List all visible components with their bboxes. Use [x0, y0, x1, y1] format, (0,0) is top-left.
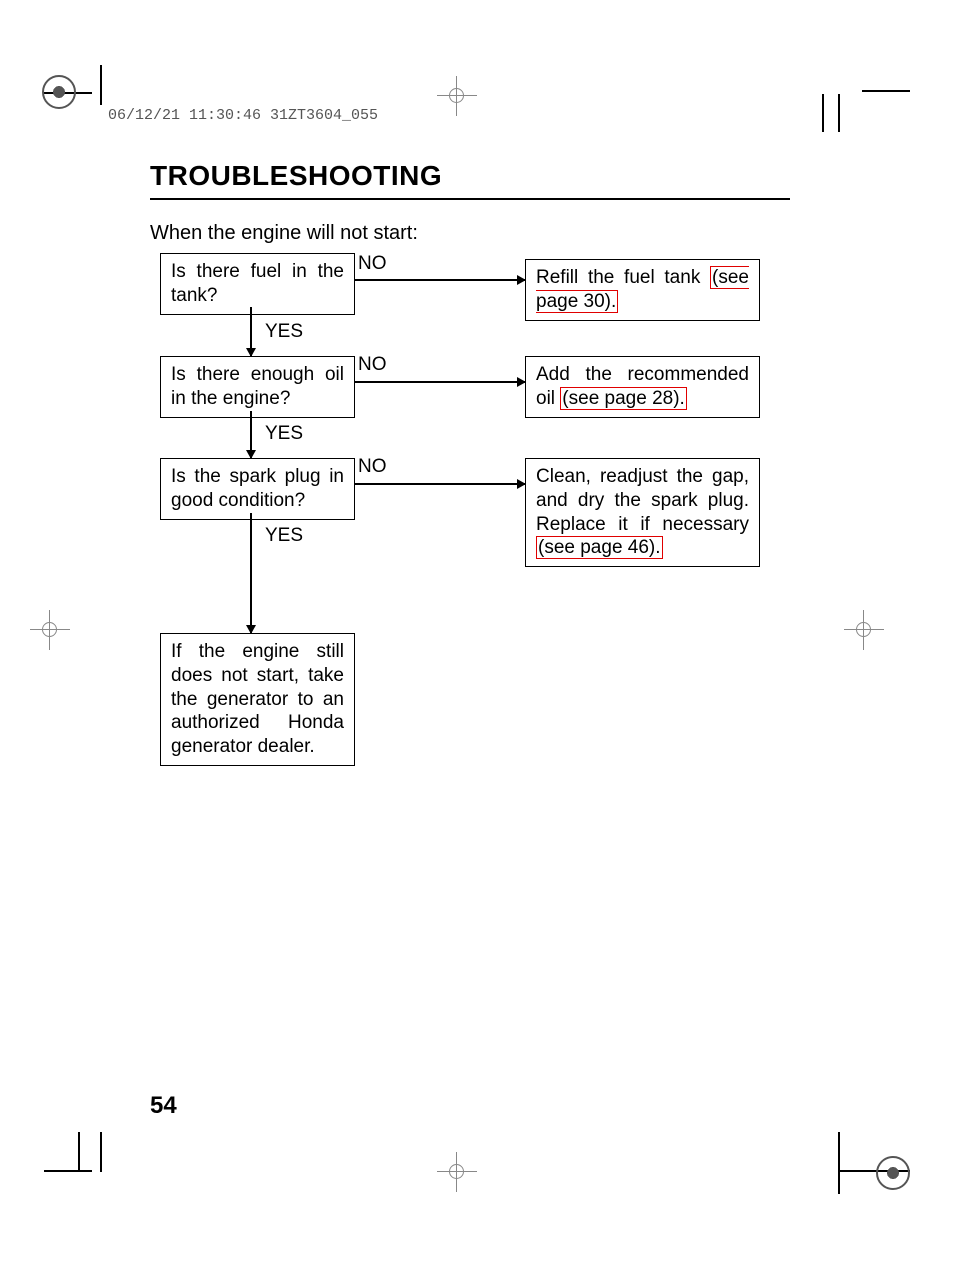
crop-mark	[822, 94, 824, 132]
no-label: NO	[358, 354, 387, 376]
page-number: 54	[150, 1092, 177, 1120]
registration-cross-icon	[30, 610, 70, 650]
question-box: Is the spark plug in good condition?	[160, 458, 355, 520]
question-box: Is there fuel in the tank?	[160, 253, 355, 315]
no-label: NO	[358, 456, 387, 478]
arrow-down-icon	[250, 307, 252, 356]
page-content: TROUBLESHOOTING When the engine will not…	[150, 160, 790, 773]
registration-cross-icon	[437, 1152, 477, 1192]
answer-box: Add the recommended oil (see page 28).	[525, 356, 760, 418]
yes-label: YES	[265, 525, 303, 547]
crop-mark	[44, 1170, 92, 1172]
crop-mark	[838, 94, 840, 132]
crop-mark	[100, 1132, 102, 1172]
yes-label: YES	[265, 423, 303, 445]
arrow-right-icon	[355, 279, 525, 281]
question-box: Is there enough oil in the engine?	[160, 356, 355, 418]
yes-label: YES	[265, 321, 303, 343]
flowchart: Is there fuel in the tank? Refill the fue…	[150, 253, 790, 773]
final-box: If the engine still does not start, take…	[160, 633, 355, 766]
registration-mark-icon	[876, 1156, 910, 1190]
intro-text: When the engine will not start:	[150, 222, 790, 245]
page-title: TROUBLESHOOTING	[150, 160, 790, 200]
arrow-right-icon	[355, 483, 525, 485]
arrow-down-icon	[250, 411, 252, 458]
arrow-down-icon	[250, 513, 252, 633]
crop-mark	[862, 90, 910, 92]
crop-mark	[100, 65, 102, 105]
crop-mark	[838, 1132, 840, 1194]
page-reference-link[interactable]: (see page 28).	[560, 387, 687, 410]
crop-mark	[78, 1132, 80, 1172]
answer-box: Clean, readjust the gap, and dry the spa…	[525, 458, 760, 567]
crop-mark	[838, 1170, 878, 1172]
no-label: NO	[358, 253, 387, 275]
registration-mark-icon	[42, 75, 76, 109]
header-stamp: 06/12/21 11:30:46 31ZT3604_055	[108, 107, 378, 124]
arrow-right-icon	[355, 381, 525, 383]
page-reference-link[interactable]: (see page 30).	[536, 266, 749, 313]
answer-box: Refill the fuel tank (see page 30).	[525, 259, 760, 321]
registration-cross-icon	[437, 76, 477, 116]
page-reference-link[interactable]: (see page 46).	[536, 536, 663, 559]
registration-cross-icon	[844, 610, 884, 650]
